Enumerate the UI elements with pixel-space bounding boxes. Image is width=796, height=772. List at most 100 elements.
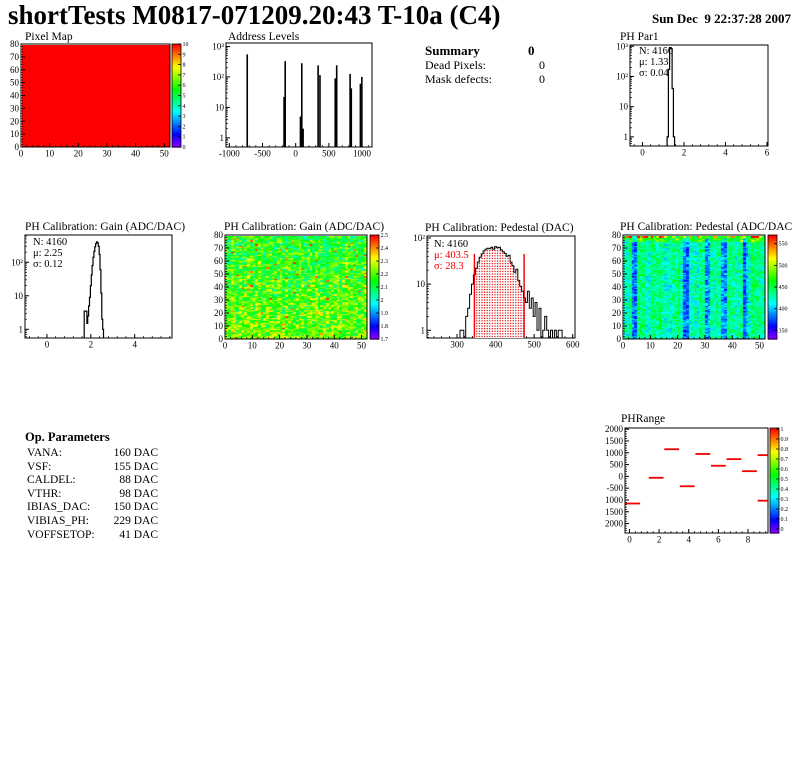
pixel-map-heatmap [21, 44, 170, 147]
stat-n: N: 4160 [33, 237, 68, 248]
stat-sigma: σ: 0.12 [33, 258, 63, 270]
svg-text:8: 8 [746, 535, 751, 545]
chart-title-ph-par1: PH Par1 [620, 31, 659, 43]
svg-text:0: 0 [617, 334, 622, 344]
svg-text:40: 40 [214, 282, 224, 292]
op-param-label: IBIAS_DAC: [27, 501, 91, 514]
svg-text:0: 0 [621, 341, 626, 351]
page-title: shortTests M0817-071209.20:43 T-10a (C4) [8, 0, 501, 30]
svg-text:0.5: 0.5 [781, 477, 789, 483]
stat-sigma: σ: 0.04 [639, 67, 669, 79]
svg-text:1000: 1000 [605, 495, 624, 505]
svg-text:0: 0 [640, 148, 645, 158]
summary-row-value: 0 [539, 58, 545, 72]
svg-text:1000: 1000 [605, 448, 624, 458]
svg-text:3: 3 [183, 114, 186, 120]
op-parameters-heading: Op. Parameters [25, 430, 110, 444]
svg-text:400: 400 [489, 340, 503, 350]
svg-text:500: 500 [779, 263, 788, 269]
svg-text:1000: 1000 [353, 149, 372, 159]
svg-text:5: 5 [183, 94, 186, 100]
svg-text:6: 6 [765, 148, 770, 158]
svg-text:-500: -500 [607, 483, 624, 493]
svg-text:2.2: 2.2 [381, 272, 389, 278]
op-param-label: VOFFSETOP: [27, 528, 95, 541]
svg-text:1500: 1500 [605, 436, 624, 446]
svg-text:10²: 10² [212, 72, 224, 82]
svg-text:2.5: 2.5 [381, 233, 389, 239]
op-param-value: 160 DAC [113, 447, 158, 459]
op-param-row: IBIAS_DAC: 150 DAC [27, 501, 158, 515]
svg-text:1.7: 1.7 [381, 337, 389, 343]
svg-text:1500: 1500 [605, 507, 624, 517]
op-param-row: VSF: 155 DAC [27, 461, 158, 475]
svg-text:10: 10 [619, 102, 629, 112]
svg-text:10: 10 [10, 129, 20, 139]
svg-text:0: 0 [619, 471, 624, 481]
svg-text:2000: 2000 [605, 519, 624, 529]
svg-text:0.4: 0.4 [781, 487, 789, 493]
svg-text:0: 0 [183, 145, 186, 151]
svg-text:8: 8 [183, 63, 186, 69]
svg-text:1: 1 [624, 132, 629, 142]
svg-text:-500: -500 [254, 149, 271, 159]
op-param-label: VANA: [27, 447, 62, 459]
svg-text:0: 0 [223, 341, 228, 351]
svg-text:20: 20 [214, 308, 224, 318]
svg-text:10: 10 [416, 279, 426, 289]
stats-box-pedestal: N: 4160 μ: 403.5 σ: 28.3 [434, 239, 469, 272]
svg-text:2: 2 [89, 340, 94, 350]
svg-text:2.4: 2.4 [381, 246, 389, 252]
svg-text:30: 30 [700, 341, 710, 351]
svg-text:10³: 10³ [616, 41, 628, 51]
op-param-value: 150 DAC [113, 501, 158, 514]
summary-heading-value: 0 [528, 43, 535, 58]
svg-text:2.3: 2.3 [381, 259, 389, 265]
svg-text:6: 6 [716, 535, 721, 545]
svg-text:10: 10 [612, 321, 622, 331]
svg-text:80: 80 [10, 39, 20, 49]
stat-mu: μ: 2.25 [33, 247, 63, 259]
svg-text:4: 4 [183, 104, 186, 110]
svg-text:50: 50 [160, 149, 170, 159]
svg-text:450: 450 [779, 285, 788, 291]
svg-text:30: 30 [214, 295, 224, 305]
svg-text:0: 0 [293, 149, 298, 159]
svg-text:50: 50 [357, 341, 367, 351]
svg-text:10: 10 [214, 321, 224, 331]
svg-text:10: 10 [646, 341, 656, 351]
svg-text:20: 20 [10, 116, 20, 126]
chart-address-levels: -1000 -500 0 500 1000 1 10 10² 10³ [212, 41, 373, 159]
svg-text:30: 30 [302, 341, 312, 351]
svg-text:20: 20 [74, 149, 84, 159]
timestamp: Sun Dec 9 22:37:28 2007 [651, 11, 791, 26]
svg-text:0: 0 [45, 340, 50, 350]
chart-title-gain-hist: PH Calibration: Gain (ADC/DAC) [25, 221, 186, 233]
chart-title-pedestal-hist: PH Calibration: Pedestal (DAC) [425, 222, 574, 234]
op-param-value: 229 DAC [113, 514, 158, 527]
svg-text:1: 1 [781, 427, 784, 433]
chart-pedestal-hist: 300 400 500 600 1 10 10² [413, 233, 580, 350]
pedestal-map-heatmap [623, 235, 765, 339]
summary-row-label: Mask defects: [425, 72, 492, 86]
svg-text:0.8: 0.8 [781, 447, 789, 453]
svg-text:500: 500 [610, 460, 624, 470]
stat-n: N: 4160 [434, 239, 469, 250]
svg-text:4: 4 [723, 148, 728, 158]
svg-text:10³: 10³ [212, 41, 224, 51]
svg-text:0: 0 [19, 149, 24, 159]
svg-text:40: 40 [612, 282, 622, 292]
svg-text:9: 9 [183, 52, 186, 58]
svg-text:550: 550 [779, 242, 788, 248]
chart-pedestal-map: 0 10 20 30 40 5001020304050607080350400450500… [612, 230, 788, 351]
op-param-value: 98 DAC [119, 487, 158, 500]
svg-text:2: 2 [657, 535, 662, 545]
svg-text:4: 4 [686, 535, 691, 545]
summary-row-value: 0 [539, 72, 545, 86]
chart-ph-par1: 0 2 4 6 1 10 10² 10³ [616, 41, 769, 157]
op-param-row: CALDEL: 88 DAC [27, 474, 158, 488]
stats-box-gain: N: 4160 μ: 2.25 σ: 0.12 [33, 237, 68, 270]
svg-text:2.1: 2.1 [381, 285, 389, 291]
svg-text:1: 1 [183, 135, 186, 141]
